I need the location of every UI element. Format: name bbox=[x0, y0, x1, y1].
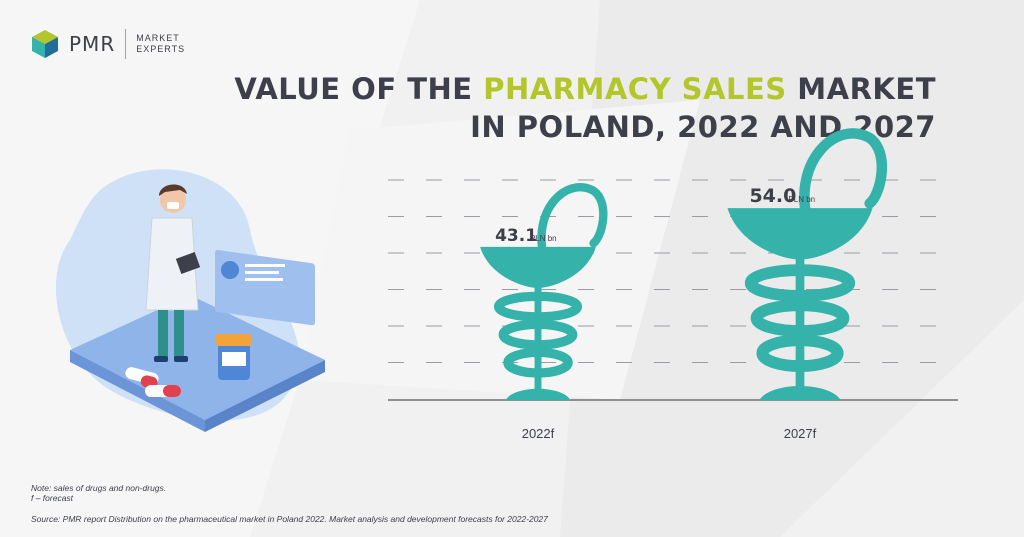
logo-subtitle: MARKET EXPERTS bbox=[136, 33, 185, 55]
pharmacist-hair bbox=[159, 184, 187, 196]
snake-coil bbox=[498, 319, 578, 350]
pmr-logo[interactable]: PMR MARKET EXPERTS bbox=[29, 28, 185, 60]
screen-line-3 bbox=[245, 278, 283, 281]
pill-bottle-label bbox=[222, 352, 246, 366]
unit-label-2027f: PLN bn bbox=[788, 195, 815, 204]
snake-head bbox=[799, 128, 888, 226]
cup-base-2027f bbox=[759, 385, 841, 400]
screen-avatar-icon bbox=[221, 261, 239, 279]
face-mask bbox=[167, 202, 179, 209]
snake-coil bbox=[493, 291, 583, 322]
pmr-cube-icon bbox=[32, 30, 58, 58]
value-label-2027f: 54.0 bbox=[749, 185, 796, 207]
snake-coil bbox=[503, 347, 573, 378]
pharmacist-head bbox=[160, 187, 186, 213]
unit-label-2022f: PLN bn bbox=[530, 234, 557, 243]
logo-divider bbox=[125, 29, 127, 59]
page-title: VALUE OF THE PHARMACY SALES MARKET IN PO… bbox=[234, 70, 936, 146]
category-label-2027f: 2027f bbox=[784, 426, 817, 441]
category-label-2022f: 2022f bbox=[522, 426, 555, 441]
lab-coat bbox=[145, 217, 199, 311]
snake-coil bbox=[750, 299, 850, 337]
platform-side-right bbox=[205, 360, 325, 432]
capsule-2-red bbox=[163, 385, 181, 397]
right-shoe bbox=[174, 356, 188, 362]
right-leg bbox=[174, 310, 184, 358]
title-line1-pre: VALUE OF THE bbox=[234, 72, 484, 106]
logo-name: PMR bbox=[69, 32, 116, 56]
bowl-of-hygieia-2022f bbox=[480, 246, 596, 288]
snake-coil bbox=[756, 334, 844, 372]
note-line-1: Note: sales of drugs and non-drugs. bbox=[31, 483, 167, 493]
left-shoe bbox=[154, 356, 168, 362]
pill-bottle-cap bbox=[216, 334, 252, 346]
title-highlight: PHARMACY SALES bbox=[483, 72, 787, 106]
logo-sub-line2: EXPERTS bbox=[136, 44, 186, 54]
left-leg bbox=[158, 310, 168, 358]
platform-side-left bbox=[70, 350, 205, 432]
pharmacist-illustration bbox=[55, 169, 325, 432]
logo-sub-line1: MARKET bbox=[136, 33, 180, 43]
snake-coil bbox=[744, 264, 856, 302]
screen-panel bbox=[215, 249, 315, 326]
title-line1-post: MARKET bbox=[786, 72, 936, 106]
snake-head bbox=[537, 183, 608, 261]
cup-base-2022f bbox=[505, 388, 571, 400]
source-note: Source: PMR report Distribution on the p… bbox=[31, 514, 548, 524]
platform-top bbox=[70, 295, 325, 420]
value-label-2022f: 43.1 bbox=[495, 226, 537, 246]
screen-line-1 bbox=[245, 264, 285, 267]
chart-note: Note: sales of drugs and non-drugs. f – … bbox=[31, 483, 166, 503]
clipboard bbox=[175, 252, 201, 274]
screen-line-2 bbox=[245, 271, 279, 274]
note-line-2: f – forecast bbox=[31, 493, 74, 503]
bowl-of-hygieia-2027f bbox=[727, 208, 873, 260]
